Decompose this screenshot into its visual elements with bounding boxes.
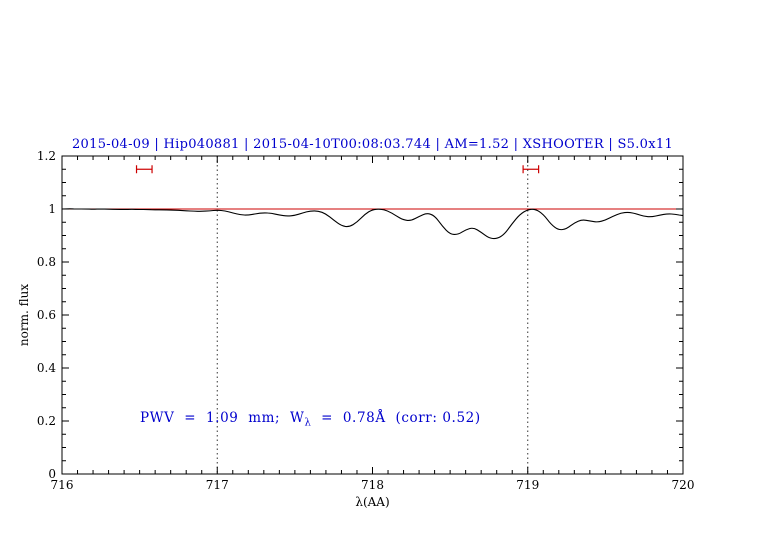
y-tick-label: 0.4 bbox=[37, 361, 56, 375]
y-tick-label: 1.2 bbox=[37, 149, 56, 163]
x-tick-label: 720 bbox=[672, 478, 695, 492]
x-tick-label: 717 bbox=[206, 478, 229, 492]
x-axis-label: λ(AA) bbox=[355, 495, 389, 509]
pwv-annotation-post: = 0.78Å (corr: 0.52) bbox=[311, 410, 481, 426]
pwv-annotation-lambda-subscript: λ bbox=[304, 417, 312, 429]
x-tick-label: 719 bbox=[516, 478, 539, 492]
plot-title: 2015-04-09 | Hip040881 | 2015-04-10T00:0… bbox=[71, 137, 674, 152]
x-tick-label: 718 bbox=[361, 478, 384, 492]
x-tick-label: 716 bbox=[51, 478, 74, 492]
pwv-annotation: PWV = 1.09 mm; Wλ = 0.78Å (corr: 0.52) bbox=[140, 410, 481, 429]
y-tick-label: 0.6 bbox=[37, 308, 56, 322]
y-tick-label: 1 bbox=[48, 202, 56, 216]
y-tick-label: 0.2 bbox=[37, 414, 56, 428]
y-tick-label: 0.8 bbox=[37, 255, 56, 269]
y-tick-label: 0 bbox=[48, 467, 56, 481]
spectrum-line bbox=[61, 208, 684, 240]
y-axis-label: norm. flux bbox=[17, 284, 31, 346]
pwv-annotation-pre: PWV = 1.09 mm; W bbox=[140, 410, 305, 426]
